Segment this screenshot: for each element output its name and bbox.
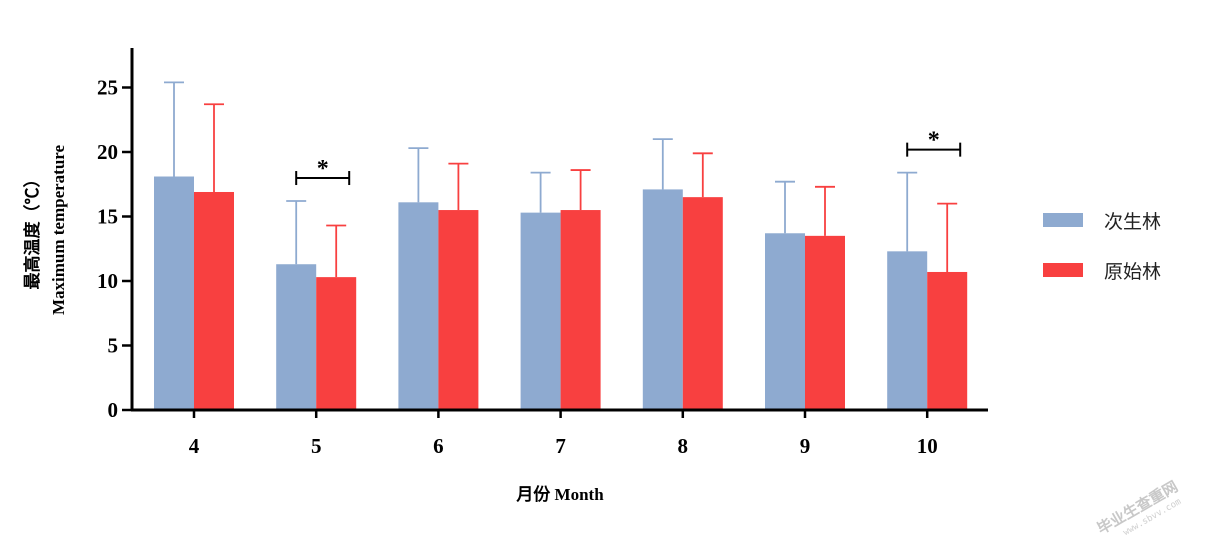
bar xyxy=(642,189,683,410)
bars-layer xyxy=(154,176,968,410)
x-tick-label: 9 xyxy=(800,434,811,458)
bar xyxy=(398,202,439,410)
bar xyxy=(316,277,357,410)
bar xyxy=(520,212,561,410)
y-tick-label: 15 xyxy=(97,205,118,229)
bar xyxy=(276,264,317,410)
bar xyxy=(887,251,928,410)
bar xyxy=(438,210,479,410)
bar xyxy=(154,176,194,410)
bar xyxy=(765,233,805,410)
y-axis-title-cn: 最高温度（℃） xyxy=(22,171,42,290)
x-tick-label: 7 xyxy=(555,434,566,458)
y-axis-title-en: Maximum temperature xyxy=(49,144,68,315)
significance-marker: * xyxy=(317,156,329,182)
y-tick-label: 5 xyxy=(108,334,119,358)
y-tick-label: 25 xyxy=(97,76,118,100)
x-tick-label: 4 xyxy=(189,434,200,458)
x-axis-title: 月份 Month xyxy=(515,484,604,504)
bar xyxy=(927,271,968,410)
bar xyxy=(560,210,601,410)
y-tick-label: 20 xyxy=(97,140,118,164)
bar xyxy=(194,191,234,410)
legend-label-secondary-forest: 次生林 xyxy=(1104,211,1161,233)
watermark: 毕业生查重网 www.sbvv.com xyxy=(1094,477,1183,538)
x-tick-label: 6 xyxy=(433,434,444,458)
bar xyxy=(805,235,845,410)
bar xyxy=(682,197,723,410)
significance-marker: * xyxy=(928,128,940,154)
significance-layer: ** xyxy=(295,128,962,186)
legend-swatch-secondary-forest xyxy=(1043,213,1083,227)
x-tick-label: 10 xyxy=(917,434,938,458)
error-bars-layer xyxy=(164,81,958,278)
y-tick-label: 0 xyxy=(108,398,119,422)
legend: 次生林 原始林 xyxy=(1043,211,1161,283)
tick-labels-layer: 4 5 6 7 8 9 10 0 5 10 15 20 25 xyxy=(97,76,938,459)
legend-swatch-primary-forest xyxy=(1043,263,1083,277)
y-axis-title: 最高温度（℃） Maximum temperature xyxy=(22,144,68,315)
y-tick-label: 10 xyxy=(97,269,118,293)
legend-label-primary-forest: 原始林 xyxy=(1104,261,1161,283)
axes-layer xyxy=(122,48,988,418)
x-tick-label: 8 xyxy=(678,434,689,458)
x-tick-label: 5 xyxy=(311,434,322,458)
